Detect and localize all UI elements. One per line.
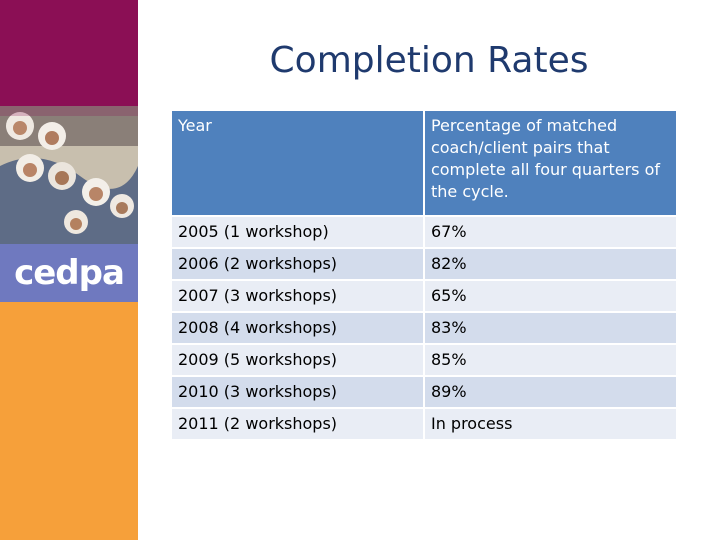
- table-row: 2008 (4 workshops) 83%: [172, 313, 676, 345]
- sidebar: cedpa: [0, 0, 138, 540]
- cell-percentage: 85%: [424, 345, 676, 377]
- purple-band: [0, 0, 138, 106]
- table-row: 2011 (2 workshops) In process: [172, 409, 676, 441]
- completion-rates-table: Year Percentage of matched coach/client …: [172, 111, 676, 441]
- table-row: 2006 (2 workshops) 82%: [172, 249, 676, 281]
- header-year: Year: [172, 111, 425, 217]
- cell-percentage: 67%: [424, 217, 676, 249]
- cell-year: 2006 (2 workshops): [172, 249, 425, 281]
- cell-percentage: 82%: [424, 249, 676, 281]
- table-header-row: Year Percentage of matched coach/client …: [172, 111, 676, 217]
- cell-year: 2010 (3 workshops): [172, 377, 425, 409]
- table-row: 2007 (3 workshops) 65%: [172, 281, 676, 313]
- cell-year: 2005 (1 workshop): [172, 217, 425, 249]
- cell-percentage: 65%: [424, 281, 676, 313]
- cell-percentage: In process: [424, 409, 676, 441]
- group-photo: [0, 106, 138, 244]
- orange-band: [0, 302, 138, 540]
- photo-illustration: [0, 106, 138, 244]
- cell-year: 2008 (4 workshops): [172, 313, 425, 345]
- table-row: 2009 (5 workshops) 85%: [172, 345, 676, 377]
- cell-year: 2007 (3 workshops): [172, 281, 425, 313]
- cedpa-logo: cedpa: [14, 253, 125, 293]
- cell-year: 2011 (2 workshops): [172, 409, 425, 441]
- page-title: Completion Rates: [269, 40, 589, 81]
- cell-percentage: 89%: [424, 377, 676, 409]
- cell-year: 2009 (5 workshops): [172, 345, 425, 377]
- logo-band: cedpa: [0, 244, 138, 302]
- header-percentage: Percentage of matched coach/client pairs…: [424, 111, 676, 217]
- table-row: 2005 (1 workshop) 67%: [172, 217, 676, 249]
- cell-percentage: 83%: [424, 313, 676, 345]
- table-row: 2010 (3 workshops) 89%: [172, 377, 676, 409]
